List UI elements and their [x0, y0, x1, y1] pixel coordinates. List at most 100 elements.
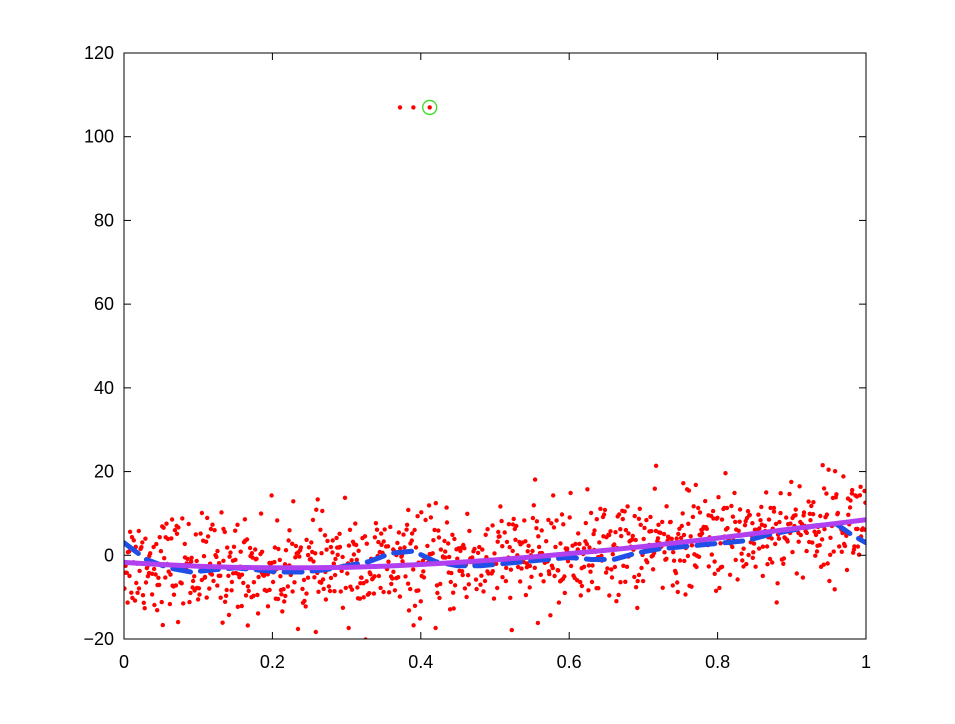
scatter-point	[228, 550, 233, 555]
scatter-point	[415, 514, 420, 519]
scatter-point	[152, 602, 157, 608]
scatter-point	[616, 512, 622, 517]
scatter-point	[314, 507, 319, 512]
scatter-point	[293, 555, 298, 560]
scatter-point	[674, 536, 679, 541]
scatter-point	[143, 580, 149, 585]
scatter-point	[452, 536, 457, 542]
scatter-point	[157, 535, 162, 540]
scatter-point	[806, 499, 811, 504]
scatter-point	[635, 605, 640, 611]
scatter-point	[585, 487, 590, 492]
scatter-point	[218, 573, 223, 578]
scatter-point	[181, 601, 186, 606]
scatter-point	[197, 592, 202, 597]
scatter-point	[438, 547, 444, 552]
scatter-point	[159, 599, 164, 605]
scatter-point	[362, 534, 368, 539]
scatter-point	[343, 585, 348, 591]
y-tick-label: 40	[94, 378, 114, 398]
scatter-point	[347, 527, 353, 532]
scatter-point	[539, 528, 544, 533]
scatter-point	[719, 564, 725, 569]
scatter-point	[168, 572, 173, 577]
scatter-point	[279, 592, 284, 597]
scatter-point	[522, 518, 527, 523]
scatter-point	[357, 596, 363, 601]
y-tick-label: −20	[83, 629, 114, 649]
scatter-point	[202, 574, 208, 580]
scatter-point	[324, 547, 329, 552]
scatter-point	[547, 571, 552, 577]
scatter-point	[251, 580, 257, 585]
scatter-point	[822, 527, 827, 532]
scatter-point	[686, 521, 691, 526]
scatter-point	[486, 571, 491, 576]
scatter-point	[421, 569, 426, 574]
scatter-point	[345, 571, 350, 576]
scatter-point	[301, 577, 307, 583]
scatter-point	[500, 575, 505, 580]
scatter-point	[306, 545, 312, 550]
scatter-point	[503, 578, 509, 584]
scatter-point	[368, 572, 373, 577]
scatter-point	[180, 516, 185, 521]
scatter-point	[161, 525, 166, 530]
scatter-point	[633, 585, 639, 590]
scatter-point	[499, 518, 504, 524]
scatter-point	[132, 598, 138, 603]
scatter-point	[784, 515, 789, 520]
scatter-point	[269, 493, 274, 498]
scatter-point	[767, 556, 773, 562]
scatter-point	[190, 578, 196, 584]
scatter-point	[697, 510, 703, 515]
x-tick-label: 0.2	[260, 652, 285, 672]
scatter-point	[298, 545, 304, 550]
scatter-point	[381, 589, 386, 595]
y-tick-label: 60	[94, 294, 114, 314]
scatter-point	[635, 578, 640, 584]
scatter-point	[285, 584, 291, 589]
scatter-point	[406, 507, 411, 513]
scatter-point	[729, 503, 734, 509]
scatter-point	[716, 495, 721, 500]
scatter-point	[683, 592, 688, 597]
scatter-point	[839, 549, 844, 554]
scatter-point	[127, 529, 133, 534]
scatter-point	[305, 575, 311, 580]
scatter-point	[828, 535, 833, 540]
scatter-point	[194, 558, 199, 564]
scatter-point	[349, 587, 355, 592]
scatter-point	[527, 563, 533, 569]
scatter-point	[474, 586, 479, 592]
scatter-point	[825, 561, 830, 566]
scatter-point	[602, 507, 608, 513]
scatter-point	[753, 564, 758, 569]
scatter-point	[214, 554, 219, 560]
scatter-point	[212, 528, 217, 533]
scatter-point	[680, 511, 685, 516]
scatter-point	[507, 545, 512, 550]
scatter-point	[742, 523, 748, 528]
scatter-point	[373, 521, 379, 526]
scatter-point	[136, 586, 142, 591]
scatter-point	[492, 551, 497, 556]
scatter-point	[685, 553, 691, 559]
scatter-point	[577, 541, 582, 547]
scatter-point	[239, 572, 245, 577]
scatter-point	[136, 528, 141, 534]
scatter-point	[129, 590, 134, 595]
scatter-point	[444, 505, 449, 510]
scatter-point	[536, 544, 542, 550]
scatter-point	[632, 513, 637, 519]
scatter-point	[203, 539, 209, 544]
scatter-point	[814, 549, 820, 554]
scatter-point	[847, 505, 853, 510]
scatter-point	[477, 544, 482, 550]
scatter-point	[554, 518, 559, 523]
y-tick-label: 20	[94, 462, 114, 482]
scatter-point	[293, 543, 299, 549]
x-tick-label: 0.4	[408, 652, 433, 672]
scatter-point	[623, 527, 629, 533]
